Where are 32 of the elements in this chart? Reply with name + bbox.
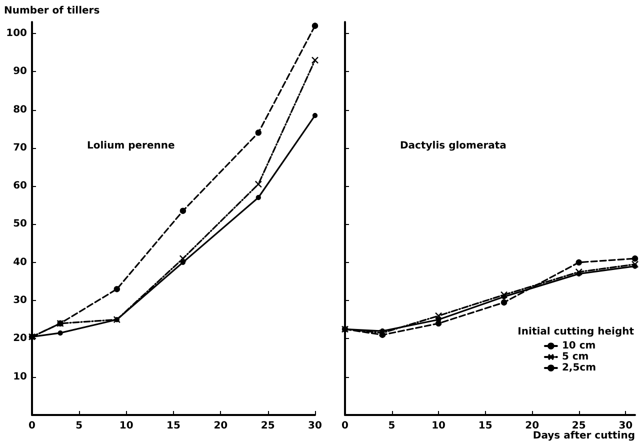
x-tick-label: 10 bbox=[119, 420, 134, 432]
legend-label: 2,5cm bbox=[562, 362, 596, 374]
y-tick-label: 90 bbox=[13, 66, 28, 78]
legend-label: 5 cm bbox=[562, 352, 589, 362]
x-tick-label: 0 bbox=[342, 420, 349, 432]
x-tick-label: 5 bbox=[76, 420, 83, 432]
x-tick-label: 25 bbox=[572, 420, 586, 432]
x-tick-label: 15 bbox=[478, 420, 492, 432]
x-tick-label: 25 bbox=[260, 420, 275, 432]
x-tick-label: 20 bbox=[214, 420, 228, 432]
x-tick-label: 10 bbox=[432, 420, 446, 432]
y-tick-label: 60 bbox=[13, 180, 28, 192]
x-tick-label: 5 bbox=[388, 420, 396, 432]
legend-title: Initial cutting height bbox=[518, 326, 634, 338]
x-tick-label: 30 bbox=[618, 420, 633, 432]
y-tick-label: 100 bbox=[6, 28, 28, 39]
legend-label: 10 cm bbox=[562, 340, 596, 352]
x-tick-label: 15 bbox=[166, 420, 180, 432]
y-tick-label: 30 bbox=[13, 295, 28, 306]
y-tick-label: 20 bbox=[13, 333, 28, 344]
y-tick-label: 10 bbox=[13, 371, 28, 382]
x-tick-label: 20 bbox=[525, 420, 540, 432]
y-tick-label: 40 bbox=[13, 256, 28, 268]
y-tick-label: 70 bbox=[13, 142, 28, 154]
x-tick-label: 0 bbox=[28, 420, 36, 432]
y-axis-title: Number of tillers bbox=[4, 6, 100, 16]
y-tick-label: 50 bbox=[13, 218, 28, 230]
text: Dactylis glomerata bbox=[400, 140, 506, 152]
text: Lolium perenne bbox=[87, 140, 176, 152]
y-tick-label: 80 bbox=[13, 104, 28, 116]
x-tick-label: 30 bbox=[308, 420, 322, 432]
x-axis-title: Days after cutting bbox=[532, 430, 635, 442]
